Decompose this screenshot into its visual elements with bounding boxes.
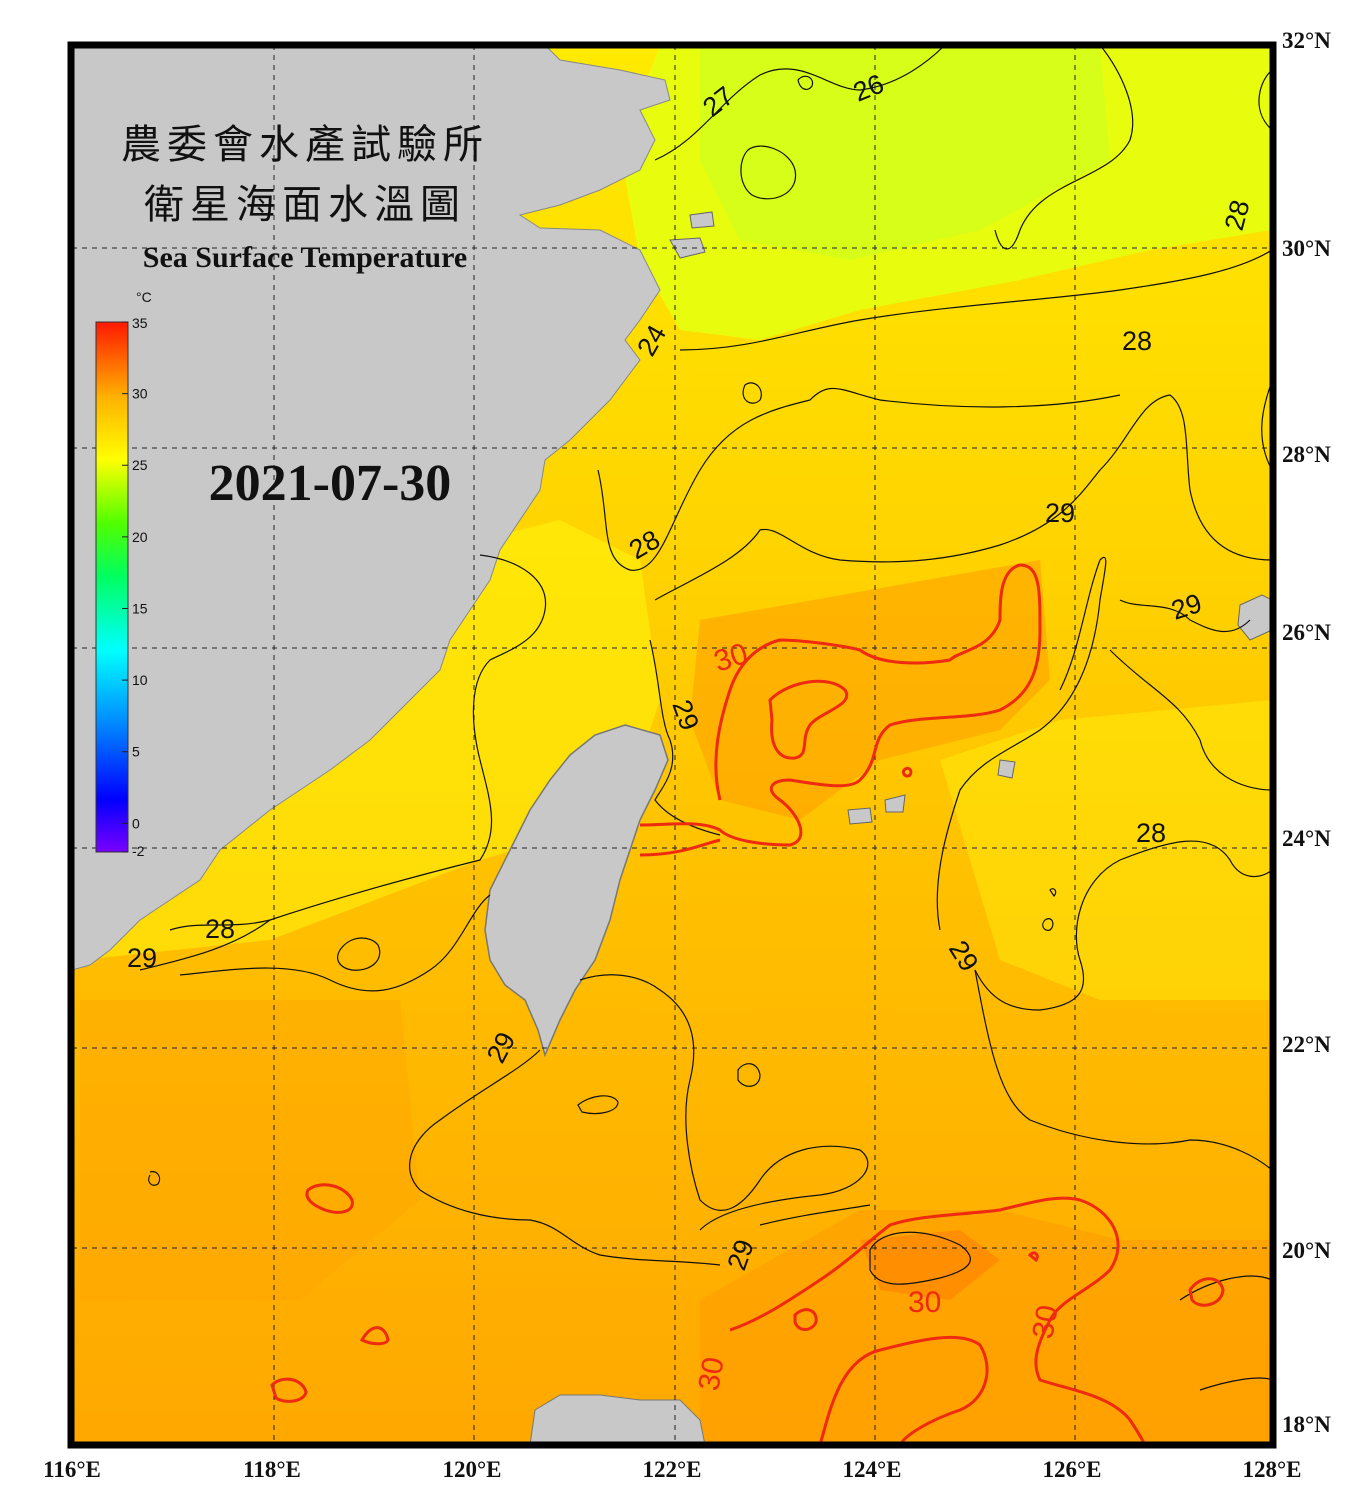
title-english: Sea Surface Temperature <box>143 241 467 274</box>
colorbar-tick-label: 35 <box>132 315 148 331</box>
colorbar-tick-label: 15 <box>132 600 148 616</box>
latitude-label: 18°N <box>1282 1412 1331 1437</box>
zhoushan-island <box>689 211 715 229</box>
luzon-land <box>529 1394 706 1445</box>
contour-label: 28 <box>1122 326 1152 356</box>
colorbar: °C 35 30 25 20 15 10 5 0 -2 <box>95 289 152 859</box>
colorbar-ticks: 35 30 25 20 15 10 5 0 -2 <box>122 315 148 859</box>
longitude-label: 122°E <box>642 1457 701 1482</box>
contour-label: 28 <box>1136 818 1166 848</box>
isotherms-30 <box>270 563 1225 1445</box>
contour-label: 28 <box>205 914 235 944</box>
longitude-labels: 116°E 118°E 120°E 122°E 124°E 126°E 128°E <box>43 1457 1301 1482</box>
latitude-label: 30°N <box>1282 236 1331 261</box>
ryukyu-island <box>1237 594 1272 641</box>
colorbar-tick-label: 25 <box>132 457 148 473</box>
longitude-label: 120°E <box>442 1457 501 1482</box>
latitude-labels: 32°N 30°N 28°N 26°N 24°N 22°N 20°N 18°N <box>1282 28 1331 1437</box>
colorbar-tick-label: 10 <box>132 672 148 688</box>
ryukyu-island <box>847 807 873 825</box>
graticule <box>72 45 1272 1445</box>
colorbar-tick-label: -2 <box>132 843 145 859</box>
colorbar-unit: °C <box>136 289 152 305</box>
contour-label: 30 <box>692 1355 730 1394</box>
ryukyu-island <box>997 759 1016 779</box>
contour-label: 29 <box>1045 498 1075 528</box>
colorbar-tick-label: 5 <box>132 744 140 760</box>
taiwan-land <box>484 724 669 1058</box>
title-chinese-line1: 農委會水產試驗所 <box>121 122 489 168</box>
longitude-label: 116°E <box>43 1457 101 1482</box>
colorbar-tick-label: 0 <box>132 815 140 831</box>
latitude-label: 28°N <box>1282 442 1331 467</box>
mainland-china-land <box>72 45 671 971</box>
sst-field: 27 26 28 24 28 28 29 29 30 29 28 29 28 2… <box>72 45 1272 1445</box>
latitude-label: 24°N <box>1282 826 1331 851</box>
contour-label: 29 <box>127 943 157 973</box>
zhoushan-island <box>669 237 706 259</box>
map-frame <box>67 41 1277 1449</box>
contour-label: 30 <box>1026 1303 1064 1342</box>
ryukyu-island <box>884 794 906 813</box>
latitude-label: 32°N <box>1282 28 1331 53</box>
colorbar-tick-label: 20 <box>132 529 148 545</box>
latitude-label: 22°N <box>1282 1032 1331 1057</box>
latitude-label: 20°N <box>1282 1238 1331 1263</box>
title-chinese-line2: 衛星海面水溫圖 <box>144 182 466 228</box>
longitude-label: 128°E <box>1242 1457 1301 1482</box>
longitude-label: 118°E <box>243 1457 301 1482</box>
longitude-label: 126°E <box>1042 1457 1101 1482</box>
isotherms-black <box>139 45 1272 1391</box>
latitude-label: 26°N <box>1282 620 1331 645</box>
colorbar-tick-label: 30 <box>132 386 148 402</box>
map-date: 2021-07-30 <box>209 455 452 512</box>
contour-label: 30 <box>908 1286 941 1319</box>
longitude-label: 124°E <box>842 1457 901 1482</box>
